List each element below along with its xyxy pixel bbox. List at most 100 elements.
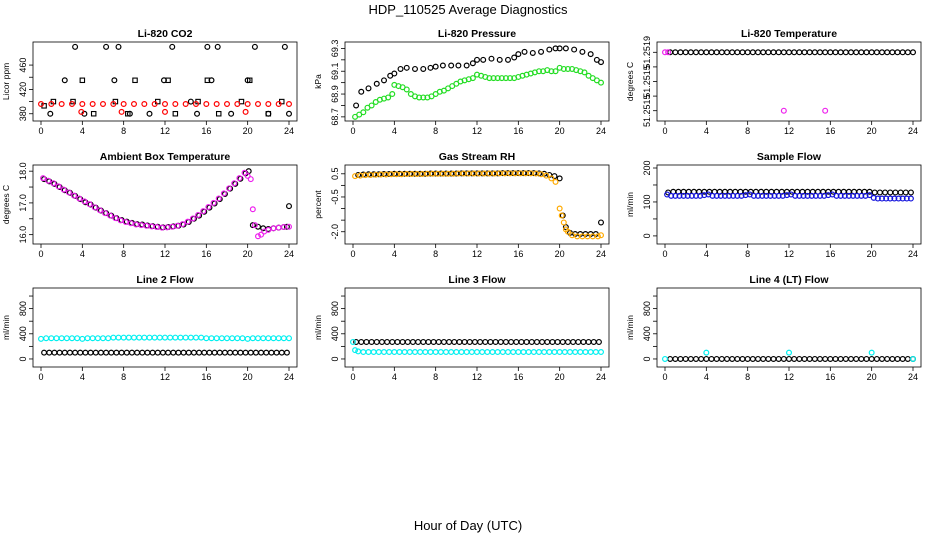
data-point [770,355,777,362]
data-point [556,45,563,52]
data-point [234,335,241,342]
data-point [375,349,382,356]
data-point [61,349,68,356]
data-point [270,225,277,232]
data-point [195,211,202,218]
data-point [469,60,476,67]
data-point [165,349,172,356]
data-point [709,192,716,199]
data-point [876,189,883,196]
data-point [226,185,233,192]
data-point [234,101,241,108]
panel-8: Line 3 Flow 0 4 8 12 16 20 24 0 400 800 ml/min [313,274,610,382]
data-point [79,101,86,108]
data-point [871,189,878,196]
data-point [858,192,865,199]
data-point [46,349,53,356]
data-point [453,349,460,356]
x-tick-label: 12 [472,249,482,259]
data-point [120,101,127,108]
data-point [396,349,403,356]
x-tick-label: 0 [662,372,667,382]
data-point [556,175,563,182]
data-point [899,355,906,362]
data-point [577,349,584,356]
data-point [50,180,57,187]
data-point [765,49,772,56]
data-point [420,338,427,345]
data-point [107,212,114,219]
data-point [363,338,370,345]
data-point [562,224,569,231]
data-point [180,349,187,356]
data-point [378,338,385,345]
data-point [595,338,602,345]
series-blue [664,191,914,202]
data-point [521,48,528,55]
data-point [837,192,844,199]
x-tick-label: 0 [38,372,43,382]
data-point [247,176,254,183]
data-point [229,335,236,342]
data-point [822,49,829,56]
data-point [903,195,910,202]
data-point [841,192,848,199]
x-tick-label: 0 [350,249,355,259]
data-point [144,349,151,356]
data-point [451,338,458,345]
data-point [863,355,870,362]
data-point [827,355,834,362]
x-tick-label: 16 [201,126,211,136]
data-point [874,195,881,202]
y-tick-label: 0 [330,356,340,361]
data-point [708,355,715,362]
data-point [816,49,823,56]
data-point [570,338,577,345]
data-point [255,233,262,240]
data-point [162,334,169,341]
panel-7: Line 2 Flow 0 4 8 12 16 20 24 0 400 800 ml/min [1,274,298,382]
data-point [510,349,517,356]
data-point [538,48,545,55]
data-point [552,178,559,185]
data-point [352,347,359,354]
data-point [667,355,674,362]
data-point [241,169,248,176]
data-point [811,49,818,56]
data-point [96,207,103,214]
data-point [360,109,367,116]
data-point [770,49,777,56]
data-point [796,355,803,362]
data-point [189,215,196,222]
data-point [90,110,97,117]
data-point [482,338,489,345]
data-point [125,110,131,117]
data-point [91,204,98,211]
data-point [832,49,839,56]
plot-frame [656,41,922,122]
data-point [169,43,176,50]
data-point [895,195,902,202]
x-tick-label: 16 [513,126,523,136]
data-point [597,59,604,66]
data-point [141,334,148,341]
data-point [562,45,569,52]
data-point [873,49,880,56]
data-point [480,56,487,63]
y-tick-label: -0.5 [330,189,340,205]
data-point [205,204,212,211]
data-point [899,195,906,202]
data-point [244,101,251,108]
data-point [149,349,156,356]
data-point [533,338,540,345]
data-point [703,49,710,56]
data-point [118,349,125,356]
data-point [520,349,527,356]
data-point [45,177,52,184]
data-point [386,349,393,356]
data-point [417,349,424,356]
data-point [239,335,246,342]
data-point [151,334,158,341]
data-point [717,192,724,199]
data-point [102,210,109,217]
